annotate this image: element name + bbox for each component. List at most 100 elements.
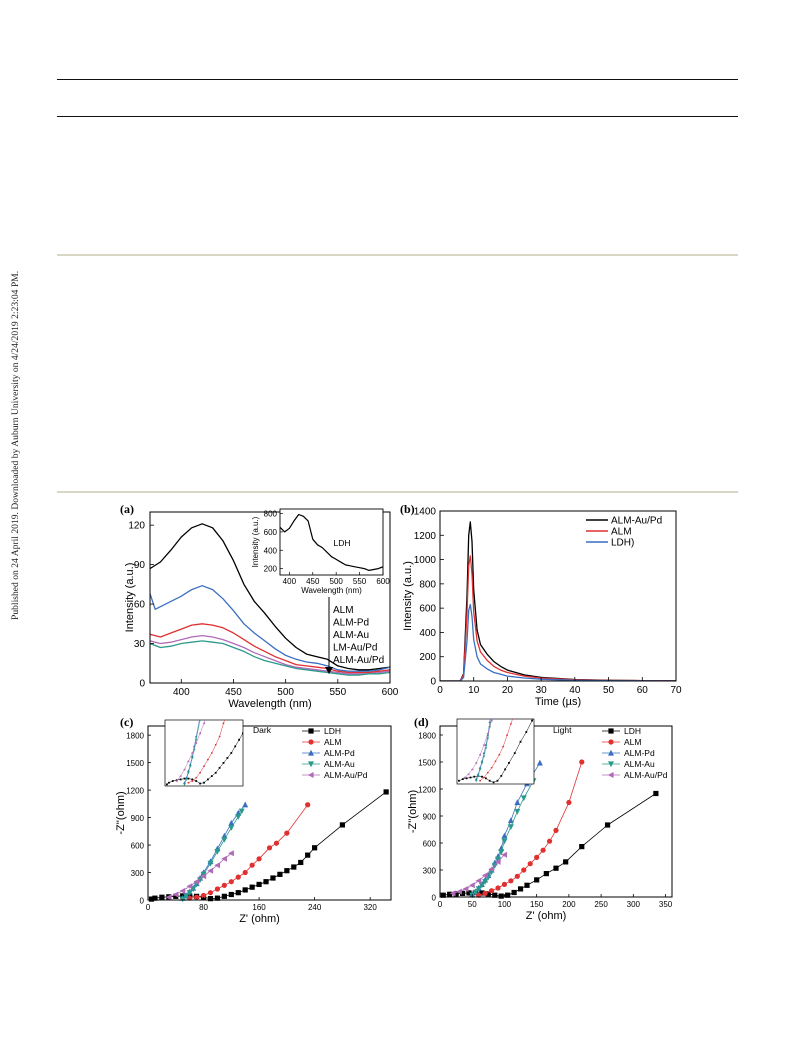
panel-b-plot-frame	[439, 510, 677, 682]
panel-d-y-tick-label: 1500	[418, 759, 436, 768]
panel-c-inset-data-point	[222, 762, 225, 764]
panel-c-inset-data-point	[234, 745, 237, 748]
panel-d-data-point	[514, 799, 521, 806]
panel-d-data-point	[479, 890, 485, 896]
panel-c-data-point	[228, 819, 235, 826]
panel-d-panel-label: (d)	[414, 715, 429, 729]
panel-d-inset-data-point	[478, 753, 481, 757]
panel-c-y-tick-label: 1800	[126, 732, 144, 741]
panel-b-x-axis-title: Time (µs)	[535, 696, 581, 708]
panel-c-data-point	[228, 825, 235, 831]
panel-a-series-line-0	[150, 523, 390, 671]
panel-c-inset-series-line-4	[176, 720, 206, 782]
panel-d-data-point	[540, 847, 546, 853]
panel-c-data-point	[270, 875, 276, 881]
panel-d-inset-data-point	[490, 719, 493, 722]
panel-d-legend-label: ALM-Pd	[624, 748, 655, 758]
panel-d-inset-data-point	[469, 776, 472, 779]
panel-d-inset-data-point	[510, 722, 512, 725]
panel-d-data-point	[604, 822, 611, 828]
panel-d-x-tick-label: 50	[468, 900, 477, 909]
panel-b-x-tick-label: 0	[437, 685, 443, 696]
panel-d-legend-marker	[608, 761, 614, 768]
section-rule-1	[57, 254, 738, 256]
panel-c-inset-plot-area	[166, 720, 243, 786]
panel-b-x-tick-label: 50	[603, 685, 615, 696]
panel-c-data-point	[383, 789, 389, 795]
panel-d-series-line-0	[443, 793, 657, 897]
panel-a-legend-arrowhead	[325, 667, 333, 674]
panel-a-x-tick-label: 500	[277, 687, 294, 698]
panel-b-x-tick-label: 70	[670, 685, 682, 696]
panel-a-inset-label: LDH	[333, 538, 350, 548]
panel-d-data-point	[495, 885, 501, 891]
panel-d-y-axis-title: -Z''(ohm)	[407, 790, 419, 833]
panel-a-y-tick-label: 120	[128, 521, 145, 532]
panel-b-y-tick-label: 800	[419, 579, 436, 590]
top-rule-1	[57, 79, 738, 80]
panel-d-data-point	[514, 873, 520, 879]
panel-c-inset-data-point	[207, 758, 209, 761]
panel-c-inset-data-point	[189, 763, 192, 766]
panel-d-legend-label: LDH	[624, 726, 641, 736]
panel-d-inset-data-point	[500, 774, 503, 777]
panel-d-inset-data-point	[482, 755, 486, 758]
panel-c-data-point	[235, 890, 241, 896]
panel-c-inset-data-point	[195, 776, 198, 779]
panel-d-inset-frame	[456, 718, 535, 785]
panel-d-data-point	[527, 861, 533, 867]
panel-d-legend-marker	[608, 749, 614, 756]
panel-c-data-point	[200, 873, 207, 880]
panel-d-inset-data-point	[498, 753, 501, 756]
panel-d-data-point	[440, 892, 446, 898]
panel-d-inset-data-point	[525, 731, 528, 733]
panel-d-data-point	[456, 888, 462, 895]
panel-c-data-point	[235, 874, 241, 880]
panel-d-data-point	[462, 885, 469, 892]
panel-d-legend-marker	[608, 728, 614, 734]
panel-d-data-point	[511, 889, 517, 896]
panel-d-chart: 0 50 100 150 200 250 300 350 0 300 600 900 1200 1500 1…	[407, 715, 673, 922]
panel-d-data-point	[534, 854, 540, 860]
panel-b-y-tick-label: 1200	[414, 531, 437, 542]
panel-d-inset-data-point	[484, 777, 487, 780]
panel-d-data-point	[501, 838, 508, 845]
panel-d-legend-marker	[608, 739, 614, 745]
panel-d-inset-data-point	[492, 781, 495, 784]
panel-b-x-tick-label: 10	[468, 685, 480, 696]
panel-c-inset-data-point	[168, 781, 170, 784]
panel-c-legend-marker	[307, 772, 314, 778]
panel-d-data-point	[482, 879, 489, 885]
panel-c-data-point	[242, 887, 248, 893]
panel-d-x-tick-label: 250	[594, 900, 608, 909]
panel-c-data-point	[312, 845, 318, 851]
panel-d-data-point	[449, 890, 456, 897]
panel-c-inset-data-point	[183, 768, 186, 771]
panel-a-inset-y-tick-label: 400	[264, 546, 278, 555]
panel-b-series-line-2	[440, 603, 676, 681]
panel-c-y-tick-label: 300	[131, 869, 145, 878]
panel-c-data-point	[221, 855, 227, 862]
panel-d-y-tick-label: 900	[423, 813, 437, 822]
panel-c-legend-label: ALM-Au/Pd	[324, 770, 368, 780]
panel-a-series-line-3	[150, 634, 390, 675]
panel-c-x-tick-label: 320	[363, 903, 377, 912]
panel-a-series-line-2	[150, 623, 390, 674]
panel-d-inset-data-point	[482, 743, 485, 747]
panel-c-inset-data-point	[175, 779, 178, 783]
panel-b-y-tick-label: 0	[430, 677, 436, 688]
panel-d-data-point	[459, 890, 466, 896]
panel-c-data-point	[186, 883, 193, 890]
panel-d-data-point	[553, 865, 559, 871]
panel-c-data-point	[242, 801, 249, 808]
panel-c-y-tick-label: 900	[131, 814, 145, 823]
panel-a-panel-label: (a)	[120, 502, 134, 516]
panel-c-plot-frame	[147, 725, 392, 901]
panel-d-inset-data-point	[496, 779, 499, 782]
panel-a-inset-x-tick-label: 450	[306, 577, 320, 586]
panel-a-legend-label: ALM-Pd	[333, 618, 369, 629]
panel-c-inset-data-point	[218, 766, 221, 769]
panel-c-legend-marker	[308, 739, 314, 745]
panel-d-data-point	[488, 866, 495, 873]
panel-d-data-point	[505, 892, 511, 898]
